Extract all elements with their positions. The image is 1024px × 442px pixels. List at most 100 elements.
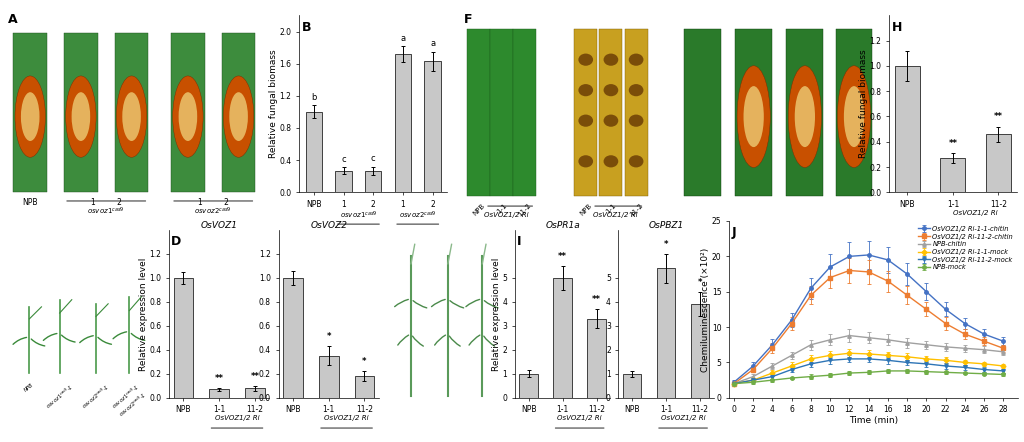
Text: A: A bbox=[8, 13, 17, 26]
Bar bbox=[599, 29, 623, 196]
Y-axis label: Relative fungal biomass: Relative fungal biomass bbox=[859, 50, 867, 158]
Bar bbox=[625, 29, 647, 196]
Text: *: * bbox=[664, 240, 669, 249]
Text: OsVOZ1/2 Ri: OsVOZ1/2 Ri bbox=[440, 414, 485, 419]
Ellipse shape bbox=[173, 76, 203, 157]
Text: F: F bbox=[464, 13, 472, 26]
Bar bbox=[574, 29, 597, 196]
Text: NPB: NPB bbox=[579, 202, 593, 216]
Ellipse shape bbox=[629, 84, 643, 96]
Text: OsVOZ1/2 Ri: OsVOZ1/2 Ri bbox=[660, 415, 706, 421]
Text: OsVOZ1/2 Ri: OsVOZ1/2 Ri bbox=[953, 210, 998, 216]
Text: G: G bbox=[680, 13, 690, 26]
Bar bbox=[553, 278, 572, 398]
Title: OsPR1a: OsPR1a bbox=[546, 221, 580, 230]
Bar bbox=[209, 389, 229, 398]
Y-axis label: Relative expression level: Relative expression level bbox=[139, 257, 147, 370]
Ellipse shape bbox=[603, 155, 618, 168]
Ellipse shape bbox=[66, 76, 96, 157]
Text: C: C bbox=[5, 225, 14, 238]
Text: 1-1: 1-1 bbox=[441, 402, 454, 411]
Bar bbox=[986, 134, 1011, 192]
Text: *: * bbox=[362, 358, 367, 366]
Bar bbox=[588, 319, 606, 398]
Text: 1-1: 1-1 bbox=[496, 202, 508, 214]
Text: $osvoz1^{cas9}$: $osvoz1^{cas9}$ bbox=[87, 206, 125, 217]
Ellipse shape bbox=[603, 53, 618, 66]
Ellipse shape bbox=[737, 66, 770, 168]
Ellipse shape bbox=[795, 86, 815, 147]
Bar bbox=[684, 29, 721, 196]
Text: OsVOZ1/2 Ri: OsVOZ1/2 Ri bbox=[325, 415, 369, 421]
Bar bbox=[306, 112, 323, 192]
Text: a: a bbox=[430, 39, 435, 49]
Bar bbox=[735, 29, 772, 196]
Bar bbox=[115, 33, 148, 192]
Text: 1         2: 1 2 bbox=[198, 198, 228, 207]
Text: D: D bbox=[171, 235, 181, 248]
Title: OsVOZ2: OsVOZ2 bbox=[310, 221, 347, 230]
Bar bbox=[173, 278, 194, 398]
Bar bbox=[895, 66, 920, 192]
Text: OsVOZ1/2 Ri: OsVOZ1/2 Ri bbox=[557, 415, 602, 421]
Ellipse shape bbox=[603, 84, 618, 96]
Text: **: ** bbox=[994, 112, 1002, 121]
Bar bbox=[519, 374, 538, 398]
Ellipse shape bbox=[579, 114, 593, 127]
Ellipse shape bbox=[629, 155, 643, 168]
Bar bbox=[424, 61, 440, 192]
Text: $osvoz2^{cas9}$: $osvoz2^{cas9}$ bbox=[399, 210, 436, 221]
Bar bbox=[513, 29, 537, 196]
Text: **: ** bbox=[215, 374, 223, 383]
Ellipse shape bbox=[629, 114, 643, 127]
X-axis label: Time (min): Time (min) bbox=[849, 416, 898, 425]
Bar bbox=[366, 171, 381, 192]
Ellipse shape bbox=[838, 66, 870, 168]
Ellipse shape bbox=[72, 92, 90, 141]
Text: NPB: NPB bbox=[24, 382, 35, 393]
Ellipse shape bbox=[579, 84, 593, 96]
Text: **: ** bbox=[592, 295, 601, 304]
Bar bbox=[623, 374, 641, 398]
Text: *: * bbox=[697, 278, 702, 287]
Bar bbox=[171, 33, 205, 192]
Text: a: a bbox=[400, 34, 406, 43]
Bar bbox=[245, 388, 265, 398]
Text: **: ** bbox=[558, 252, 567, 261]
Bar bbox=[656, 268, 676, 398]
Text: $osvoz2^{cas9}$: $osvoz2^{cas9}$ bbox=[195, 206, 232, 217]
Bar bbox=[318, 356, 339, 398]
Text: I: I bbox=[517, 235, 521, 248]
Text: OsVOZ1/2 Ri: OsVOZ1/2 Ri bbox=[593, 212, 637, 218]
Ellipse shape bbox=[122, 92, 141, 141]
Ellipse shape bbox=[15, 76, 45, 157]
Text: 11-2: 11-2 bbox=[474, 402, 490, 411]
Ellipse shape bbox=[20, 92, 40, 141]
Bar bbox=[836, 29, 872, 196]
Ellipse shape bbox=[117, 76, 146, 157]
Ellipse shape bbox=[579, 53, 593, 66]
Bar bbox=[222, 33, 256, 192]
Title: OsVOZ1: OsVOZ1 bbox=[201, 221, 238, 230]
Bar bbox=[490, 29, 513, 196]
Bar bbox=[467, 29, 490, 196]
Text: *: * bbox=[327, 332, 331, 341]
Bar bbox=[283, 278, 303, 398]
Text: B: B bbox=[302, 21, 311, 34]
Text: 1         2: 1 2 bbox=[91, 198, 122, 207]
Bar bbox=[336, 171, 351, 192]
Text: $osvoz2^{cas9}$-1: $osvoz2^{cas9}$-1 bbox=[80, 382, 112, 411]
Text: 11-2: 11-2 bbox=[846, 200, 862, 209]
Ellipse shape bbox=[579, 155, 593, 168]
Y-axis label: Chemiluminescence (×10²): Chemiluminescence (×10²) bbox=[701, 247, 711, 372]
Ellipse shape bbox=[788, 66, 821, 168]
Text: J: J bbox=[732, 226, 736, 239]
Title: OsPBZ1: OsPBZ1 bbox=[648, 221, 684, 230]
Text: H: H bbox=[891, 21, 902, 34]
Text: 1-1: 1-1 bbox=[799, 200, 811, 209]
Ellipse shape bbox=[603, 114, 618, 127]
Ellipse shape bbox=[178, 92, 198, 141]
Text: NPB: NPB bbox=[694, 200, 711, 209]
Ellipse shape bbox=[223, 76, 254, 157]
Text: **: ** bbox=[251, 372, 259, 381]
